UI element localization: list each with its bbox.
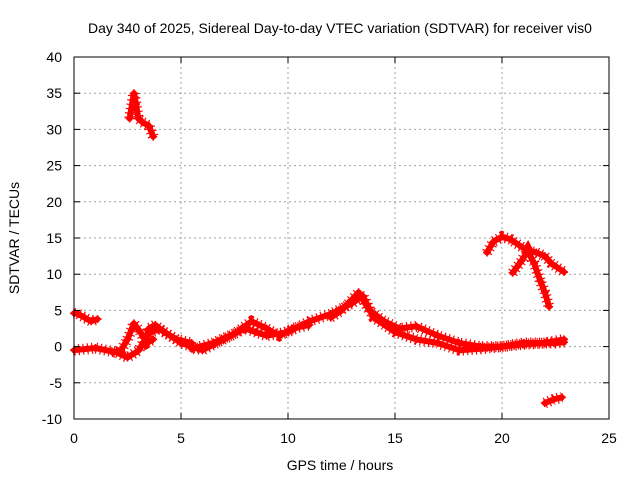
y-tick-label: 40 xyxy=(46,49,62,65)
data-point xyxy=(354,288,363,297)
axis-ticks: 0 5 10 15 20 25 -10 -5 0 5 10 15 20 25 30 35 40 xyxy=(42,49,617,446)
y-tick-label: 25 xyxy=(46,158,62,174)
data-point xyxy=(262,324,271,333)
x-tick-label: 10 xyxy=(280,430,296,446)
data-point xyxy=(506,235,515,244)
data-point xyxy=(140,340,149,349)
data-point xyxy=(508,268,517,277)
data-point xyxy=(138,118,147,127)
x-tick-label: 25 xyxy=(601,430,617,446)
y-tick-label: 20 xyxy=(46,194,62,210)
data-point xyxy=(132,100,141,109)
data-point xyxy=(519,338,528,347)
y-axis-label: SDTVAR / TECUs xyxy=(6,182,22,294)
data-point xyxy=(517,257,526,266)
data-point xyxy=(125,114,134,123)
data-point xyxy=(545,302,554,311)
data-point xyxy=(515,241,524,250)
data-point xyxy=(209,338,218,347)
data-point xyxy=(489,237,498,246)
data-point xyxy=(483,248,492,257)
data-point xyxy=(91,344,100,353)
data-point xyxy=(144,121,153,130)
x-tick-label: 0 xyxy=(70,430,78,446)
data-point xyxy=(540,399,549,408)
data-point xyxy=(134,114,143,123)
data-point xyxy=(74,310,83,319)
data-point xyxy=(557,393,566,402)
x-axis-label: GPS time / hours xyxy=(287,457,394,473)
data-point xyxy=(172,335,181,344)
data-point xyxy=(348,295,357,304)
data-point xyxy=(380,317,389,326)
data-point xyxy=(275,331,284,340)
y-tick-label: -5 xyxy=(50,375,63,391)
data-point xyxy=(540,252,549,261)
data-point xyxy=(337,306,346,315)
data-point xyxy=(129,89,138,98)
data-point xyxy=(87,317,96,326)
data-point xyxy=(498,232,506,241)
x-tick-label: 5 xyxy=(177,430,185,446)
x-tick-label: 20 xyxy=(494,430,510,446)
y-tick-label: 35 xyxy=(46,85,62,101)
y-tick-label: 30 xyxy=(46,121,62,137)
data-point xyxy=(412,335,421,344)
data-point xyxy=(433,331,442,340)
data-point xyxy=(433,338,442,347)
data-point xyxy=(108,348,117,357)
data-point xyxy=(123,353,132,362)
data-point xyxy=(288,324,297,333)
data-point xyxy=(549,395,558,404)
y-tick-label: -10 xyxy=(42,411,62,427)
data-point xyxy=(523,247,532,256)
data-point xyxy=(395,324,404,333)
data-point xyxy=(247,317,256,326)
x-tick-label: 15 xyxy=(387,430,403,446)
data-point xyxy=(560,268,569,277)
data-point xyxy=(187,344,196,353)
y-tick-label: 0 xyxy=(54,339,62,355)
data-point xyxy=(326,313,335,322)
data-point xyxy=(149,335,158,344)
data-point xyxy=(536,277,545,286)
data-point xyxy=(251,328,260,337)
y-tick-label: 10 xyxy=(46,266,62,282)
chart-title: Day 340 of 2025, Sidereal Day-to-day VTE… xyxy=(88,20,592,36)
plot-area xyxy=(70,89,569,409)
data-point xyxy=(540,338,549,347)
data-point xyxy=(476,342,485,351)
data-point xyxy=(129,319,138,328)
data-point xyxy=(117,346,126,355)
data-point xyxy=(530,259,539,268)
data-point xyxy=(136,328,145,337)
data-point xyxy=(93,315,102,324)
series-arc-e xyxy=(188,318,313,352)
data-point xyxy=(455,338,464,347)
data-point xyxy=(230,329,239,338)
data-point xyxy=(134,346,143,355)
data-point xyxy=(149,132,158,141)
data-point xyxy=(532,248,541,257)
data-point xyxy=(80,313,89,322)
data-point xyxy=(305,320,314,329)
data-point xyxy=(540,288,549,297)
data-point xyxy=(159,328,168,337)
data-point xyxy=(560,335,569,344)
data-point xyxy=(455,346,464,355)
data-point xyxy=(365,306,374,315)
data-point xyxy=(151,320,160,329)
data-point xyxy=(144,324,153,333)
data-point xyxy=(498,342,506,351)
y-tick-label: 5 xyxy=(54,302,62,318)
data-point xyxy=(412,322,421,331)
data-point xyxy=(123,335,132,344)
data-point xyxy=(547,259,556,268)
y-tick-label: 15 xyxy=(46,230,62,246)
